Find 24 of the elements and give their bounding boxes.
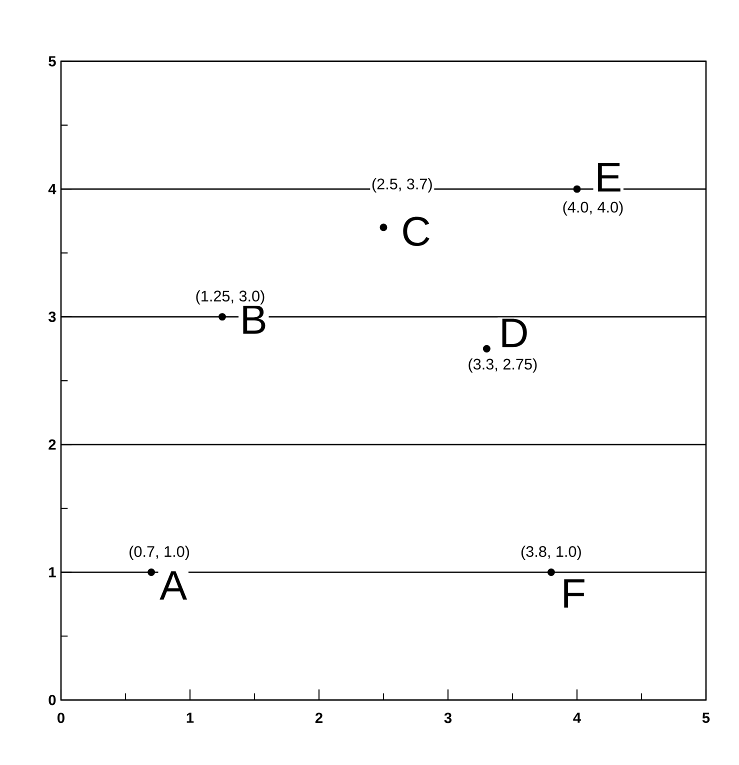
annotation: E: [598, 163, 620, 192]
y-tick-label: 5: [48, 56, 56, 66]
y-tick-label: 4: [48, 184, 56, 194]
x-tick-label: 1: [186, 712, 194, 723]
annotation: (1.25, 3.0): [196, 290, 264, 305]
annotation: A: [160, 571, 188, 600]
x-tick-label: 3: [444, 712, 452, 724]
annotation: (3.8, 1.0): [521, 546, 581, 560]
x-tick-label: 4: [573, 712, 581, 723]
x-tick-label: 5: [702, 712, 710, 723]
annotation: C: [403, 216, 430, 246]
x-tick-label: 2: [315, 712, 322, 723]
annotation: F: [564, 579, 584, 608]
annotation: (4.0, 4.0): [563, 201, 623, 216]
annotation: B: [243, 305, 266, 334]
annotation: (0.7, 1.0): [130, 546, 190, 560]
y-tick-label: 2: [48, 439, 56, 450]
annotation: (3.3, 2.75): [468, 358, 537, 373]
annotation: D: [502, 318, 527, 348]
y-tick-label: 1: [49, 567, 56, 578]
y-tick-label: 3: [48, 312, 56, 322]
x-tick-label: 0: [58, 712, 64, 724]
annotation: (2.5, 3.7): [372, 178, 432, 192]
y-tick-label: 0: [48, 694, 56, 706]
